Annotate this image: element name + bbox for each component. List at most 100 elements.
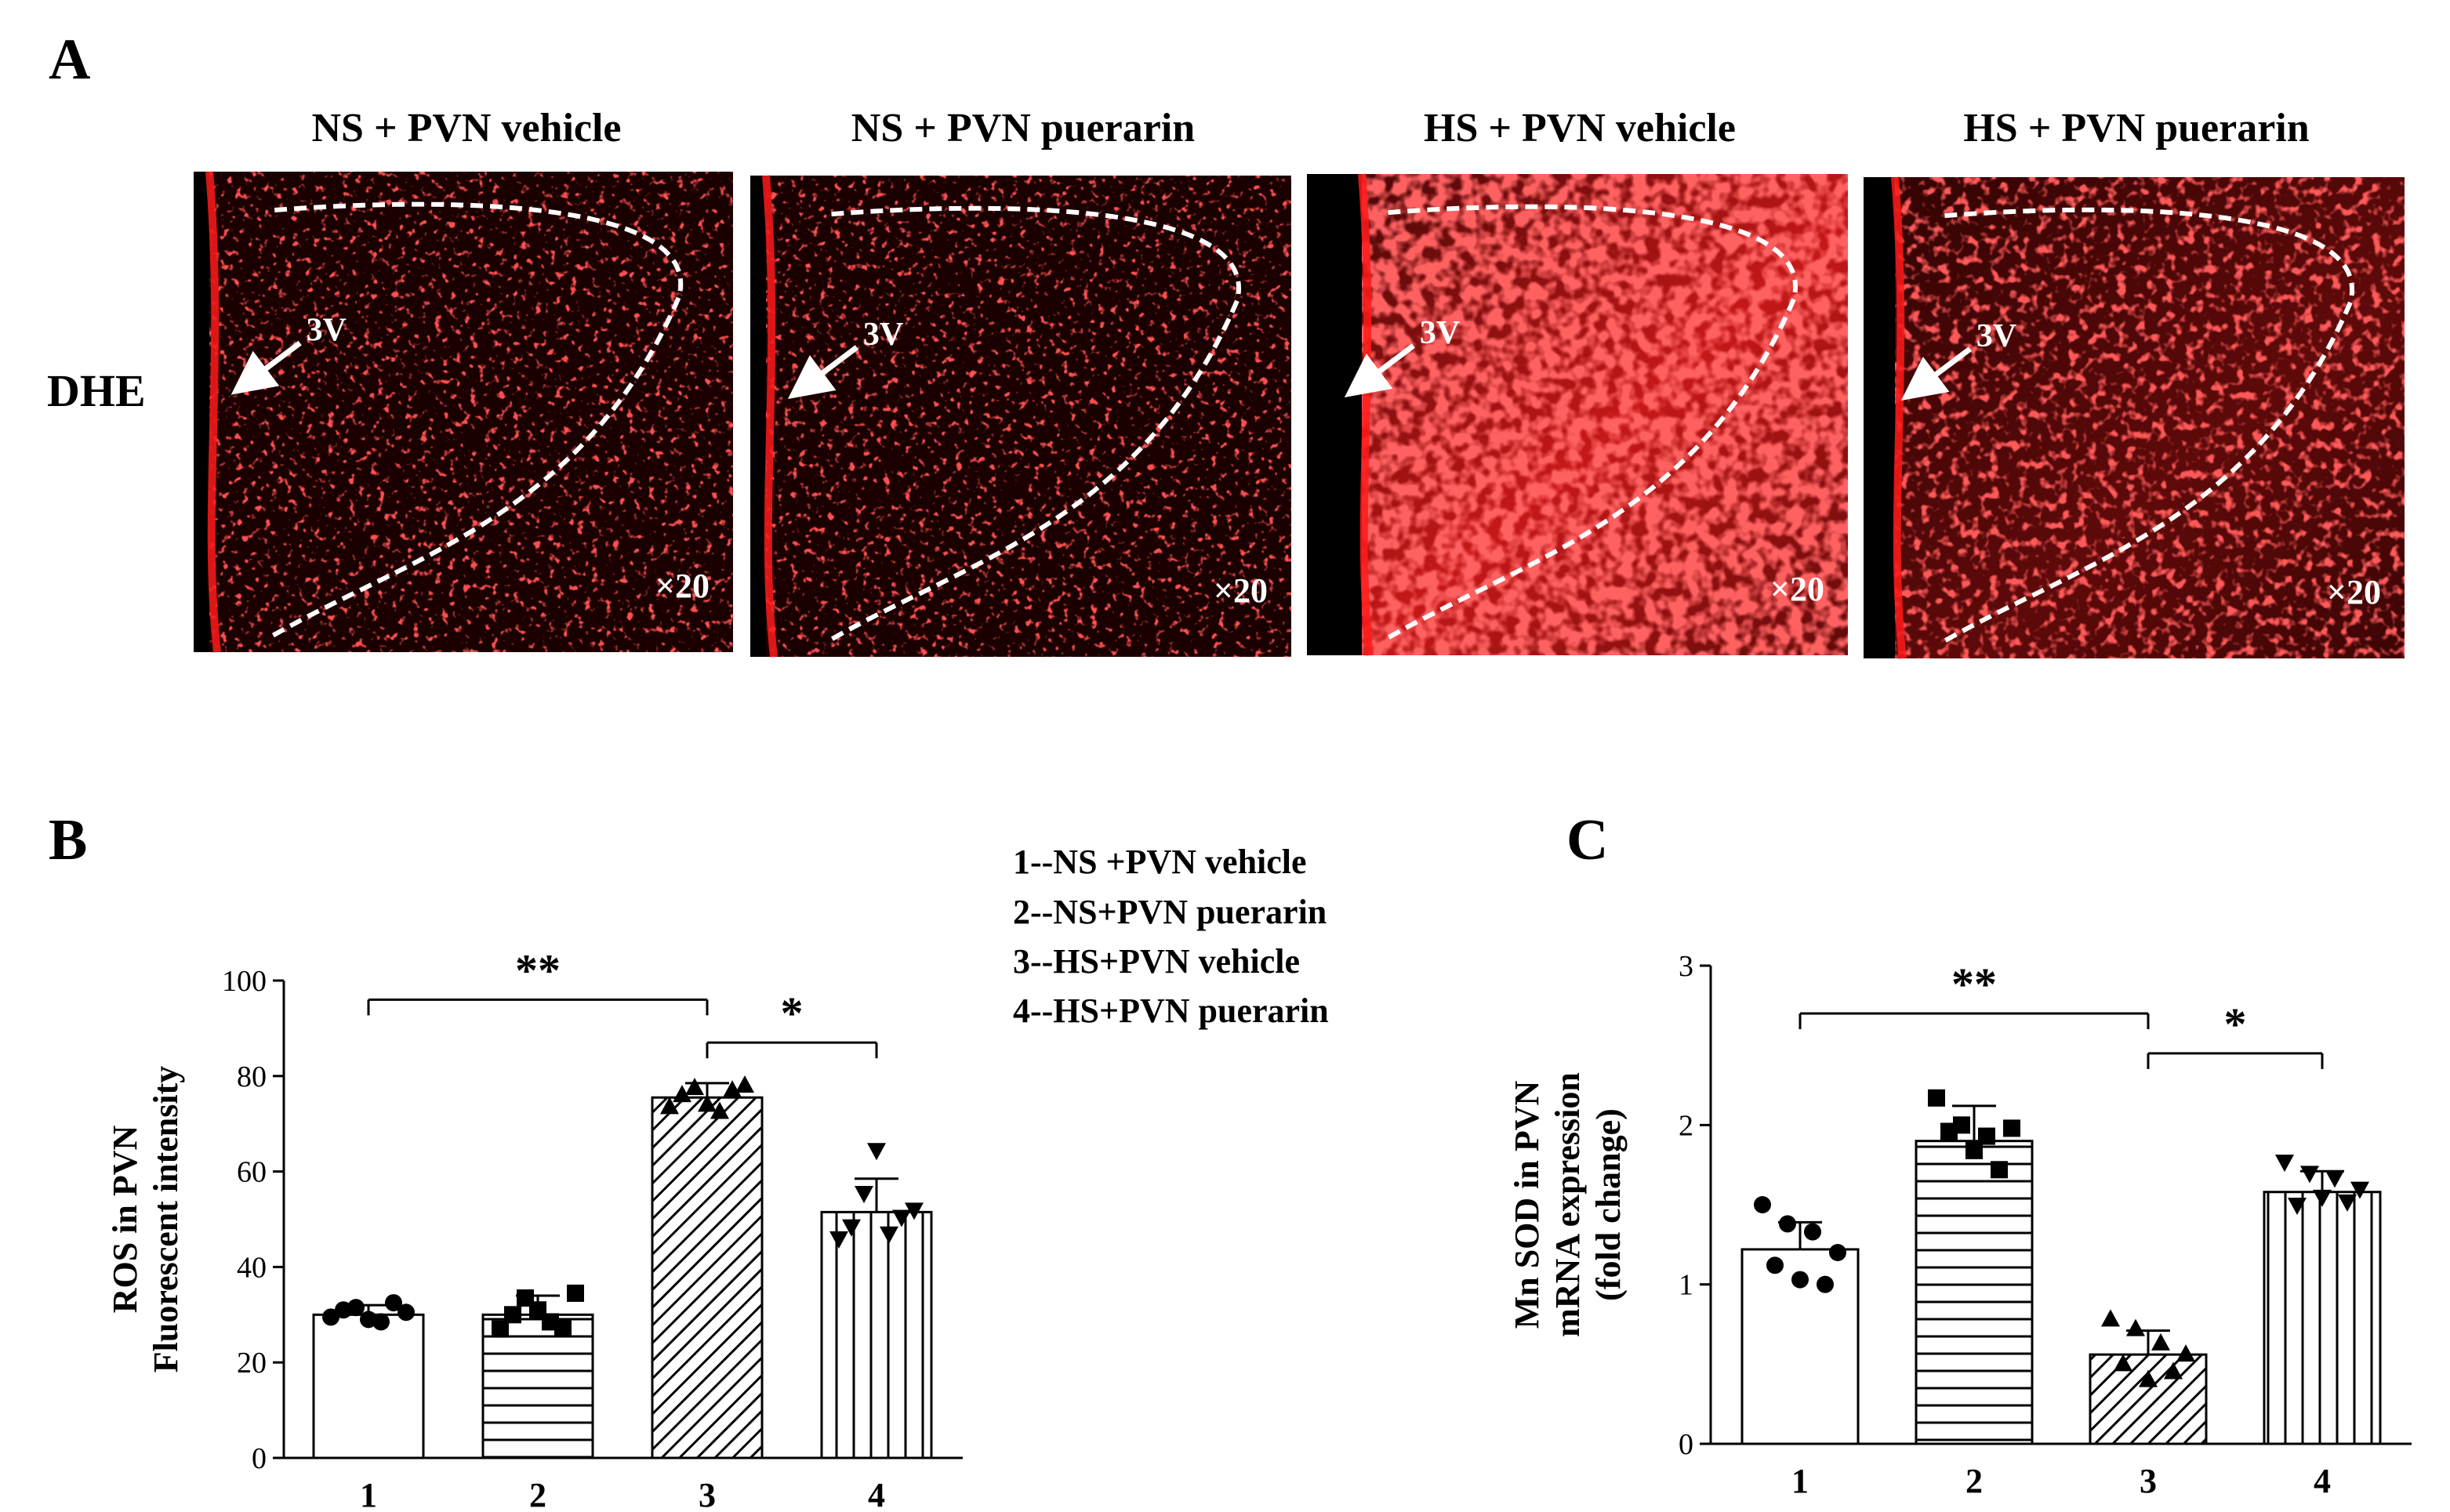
- data-point: [567, 1284, 584, 1302]
- pvn-outline: [1938, 207, 2354, 647]
- data-point: [2126, 1318, 2145, 1336]
- data-point: [905, 1202, 924, 1220]
- y-tick-label: 100: [222, 965, 267, 998]
- bar-4: [2263, 1191, 2382, 1445]
- data-point: [397, 1304, 415, 1322]
- x-tick-label: 1: [360, 1476, 377, 1512]
- legend-item-1: 1--NS +PVN vehicle: [1013, 843, 1307, 881]
- data-point: [2350, 1181, 2369, 1199]
- data-point: [2275, 1155, 2294, 1173]
- micrograph-title: NS + PVN puerarin: [851, 106, 1196, 150]
- bar-3: [651, 1096, 764, 1459]
- magnification-label: ×20: [1214, 571, 1268, 610]
- micrograph-3: HS + PVN vehicle 3V ×20: [1307, 106, 1848, 656]
- micrograph-title: HS + PVN vehicle: [1424, 106, 1736, 150]
- bar-2: [1915, 1140, 2034, 1445]
- data-point: [360, 1311, 377, 1329]
- data-point: [1829, 1244, 1846, 1261]
- data-point: [529, 1301, 546, 1319]
- data-point: [842, 1219, 861, 1237]
- pvn-outline: [267, 201, 684, 640]
- data-point: [2114, 1354, 2132, 1372]
- data-point: [829, 1231, 848, 1249]
- ventricle-label: 3V: [1420, 315, 1460, 351]
- ventricle-wall: [205, 171, 221, 653]
- data-point: [855, 1186, 873, 1204]
- data-point: [1817, 1275, 1834, 1293]
- data-point: [1965, 1141, 1983, 1159]
- micrograph-speckle: [1864, 177, 2405, 658]
- data-point: [492, 1320, 509, 1338]
- data-point: [2325, 1170, 2344, 1188]
- y-tick-label: 60: [237, 1156, 267, 1189]
- significance-label: *: [2224, 999, 2247, 1050]
- data-point: [2101, 1309, 2120, 1327]
- y-tick-label: 3: [1679, 950, 1693, 983]
- data-point: [2151, 1333, 2170, 1351]
- micrograph-1: NS + PVN vehicle 3V ×20: [194, 106, 733, 653]
- y-tick-label: 2: [1679, 1109, 1693, 1142]
- x-tick-label: 3: [699, 1476, 716, 1512]
- legend-item-3: 3--HS+PVN vehicle: [1013, 942, 1300, 981]
- data-point: [335, 1301, 352, 1319]
- data-point: [1804, 1223, 1821, 1241]
- ventricle-wall: [1358, 173, 1374, 656]
- ventricle-arrow: [787, 345, 859, 400]
- data-point: [660, 1097, 679, 1115]
- magnification-label: ×20: [2327, 573, 2381, 611]
- ventricle-arrow: [230, 340, 302, 395]
- chart-b: B 0 20 40 60 80 100 ROS in PVNFluorescent inten…: [49, 808, 963, 1512]
- x-tick-label: 3: [2140, 1462, 2157, 1500]
- magnification-label: ×20: [655, 567, 710, 605]
- y-tick-label: 20: [237, 1347, 267, 1380]
- pvn-outline: [825, 205, 1241, 645]
- y-axis-label: ROS in PVNFluorescent intensity: [106, 1066, 185, 1373]
- ventricle-label: 3V: [1976, 318, 2016, 354]
- micrograph-speckle: [194, 172, 733, 652]
- y-axis-label-line: Mn SOD in PVN: [1508, 1080, 1546, 1329]
- data-point: [322, 1308, 339, 1326]
- data-point: [385, 1294, 402, 1312]
- data-point: [1791, 1271, 1809, 1289]
- bar-1: [312, 1313, 425, 1459]
- data-point: [673, 1085, 691, 1103]
- y-tick-label: 1: [1679, 1269, 1693, 1302]
- x-tick-label: 2: [529, 1476, 546, 1512]
- ventricle-dark: [750, 176, 766, 657]
- ventricle-wall: [762, 175, 778, 658]
- ventricle-dark: [194, 172, 209, 652]
- data-point: [2338, 1194, 2357, 1212]
- micrograph-title: NS + PVN vehicle: [311, 106, 621, 150]
- data-point: [735, 1075, 754, 1093]
- panel-a-letter: A: [49, 27, 90, 92]
- bar-3: [2089, 1353, 2208, 1445]
- ventricle-dark: [1864, 177, 1895, 658]
- magnification-label: ×20: [1770, 570, 1824, 608]
- dhe-row-label: DHE: [47, 365, 146, 416]
- data-point: [2003, 1119, 2020, 1137]
- significance-label: **: [1951, 959, 1997, 1010]
- data-point: [867, 1143, 886, 1161]
- ventricle-dark: [1307, 174, 1362, 655]
- y-axis-label: Mn SOD in PVNmRNA expression(fold change…: [1508, 1072, 1628, 1337]
- data-point: [2164, 1362, 2183, 1380]
- data-point: [1928, 1089, 1945, 1107]
- data-point: [2176, 1344, 2195, 1362]
- x-tick-label: 4: [868, 1476, 885, 1512]
- micrograph-title: HS + PVN puerarin: [1963, 106, 2309, 150]
- x-tick-label: 2: [1965, 1462, 1983, 1500]
- panel-letter: B: [49, 808, 87, 872]
- data-point: [880, 1226, 898, 1244]
- ventricle-arrow: [1900, 346, 1972, 401]
- data-point: [2288, 1198, 2307, 1215]
- data-point: [2139, 1369, 2158, 1387]
- significance-label: *: [781, 988, 804, 1039]
- bar-2: [481, 1313, 594, 1459]
- micrograph-4: HS + PVN puerarin 3V ×20: [1864, 106, 2405, 659]
- data-point: [2313, 1189, 2332, 1207]
- y-axis-label-line: mRNA expression: [1548, 1072, 1587, 1337]
- data-point: [1940, 1122, 1958, 1140]
- data-point: [1754, 1196, 1771, 1213]
